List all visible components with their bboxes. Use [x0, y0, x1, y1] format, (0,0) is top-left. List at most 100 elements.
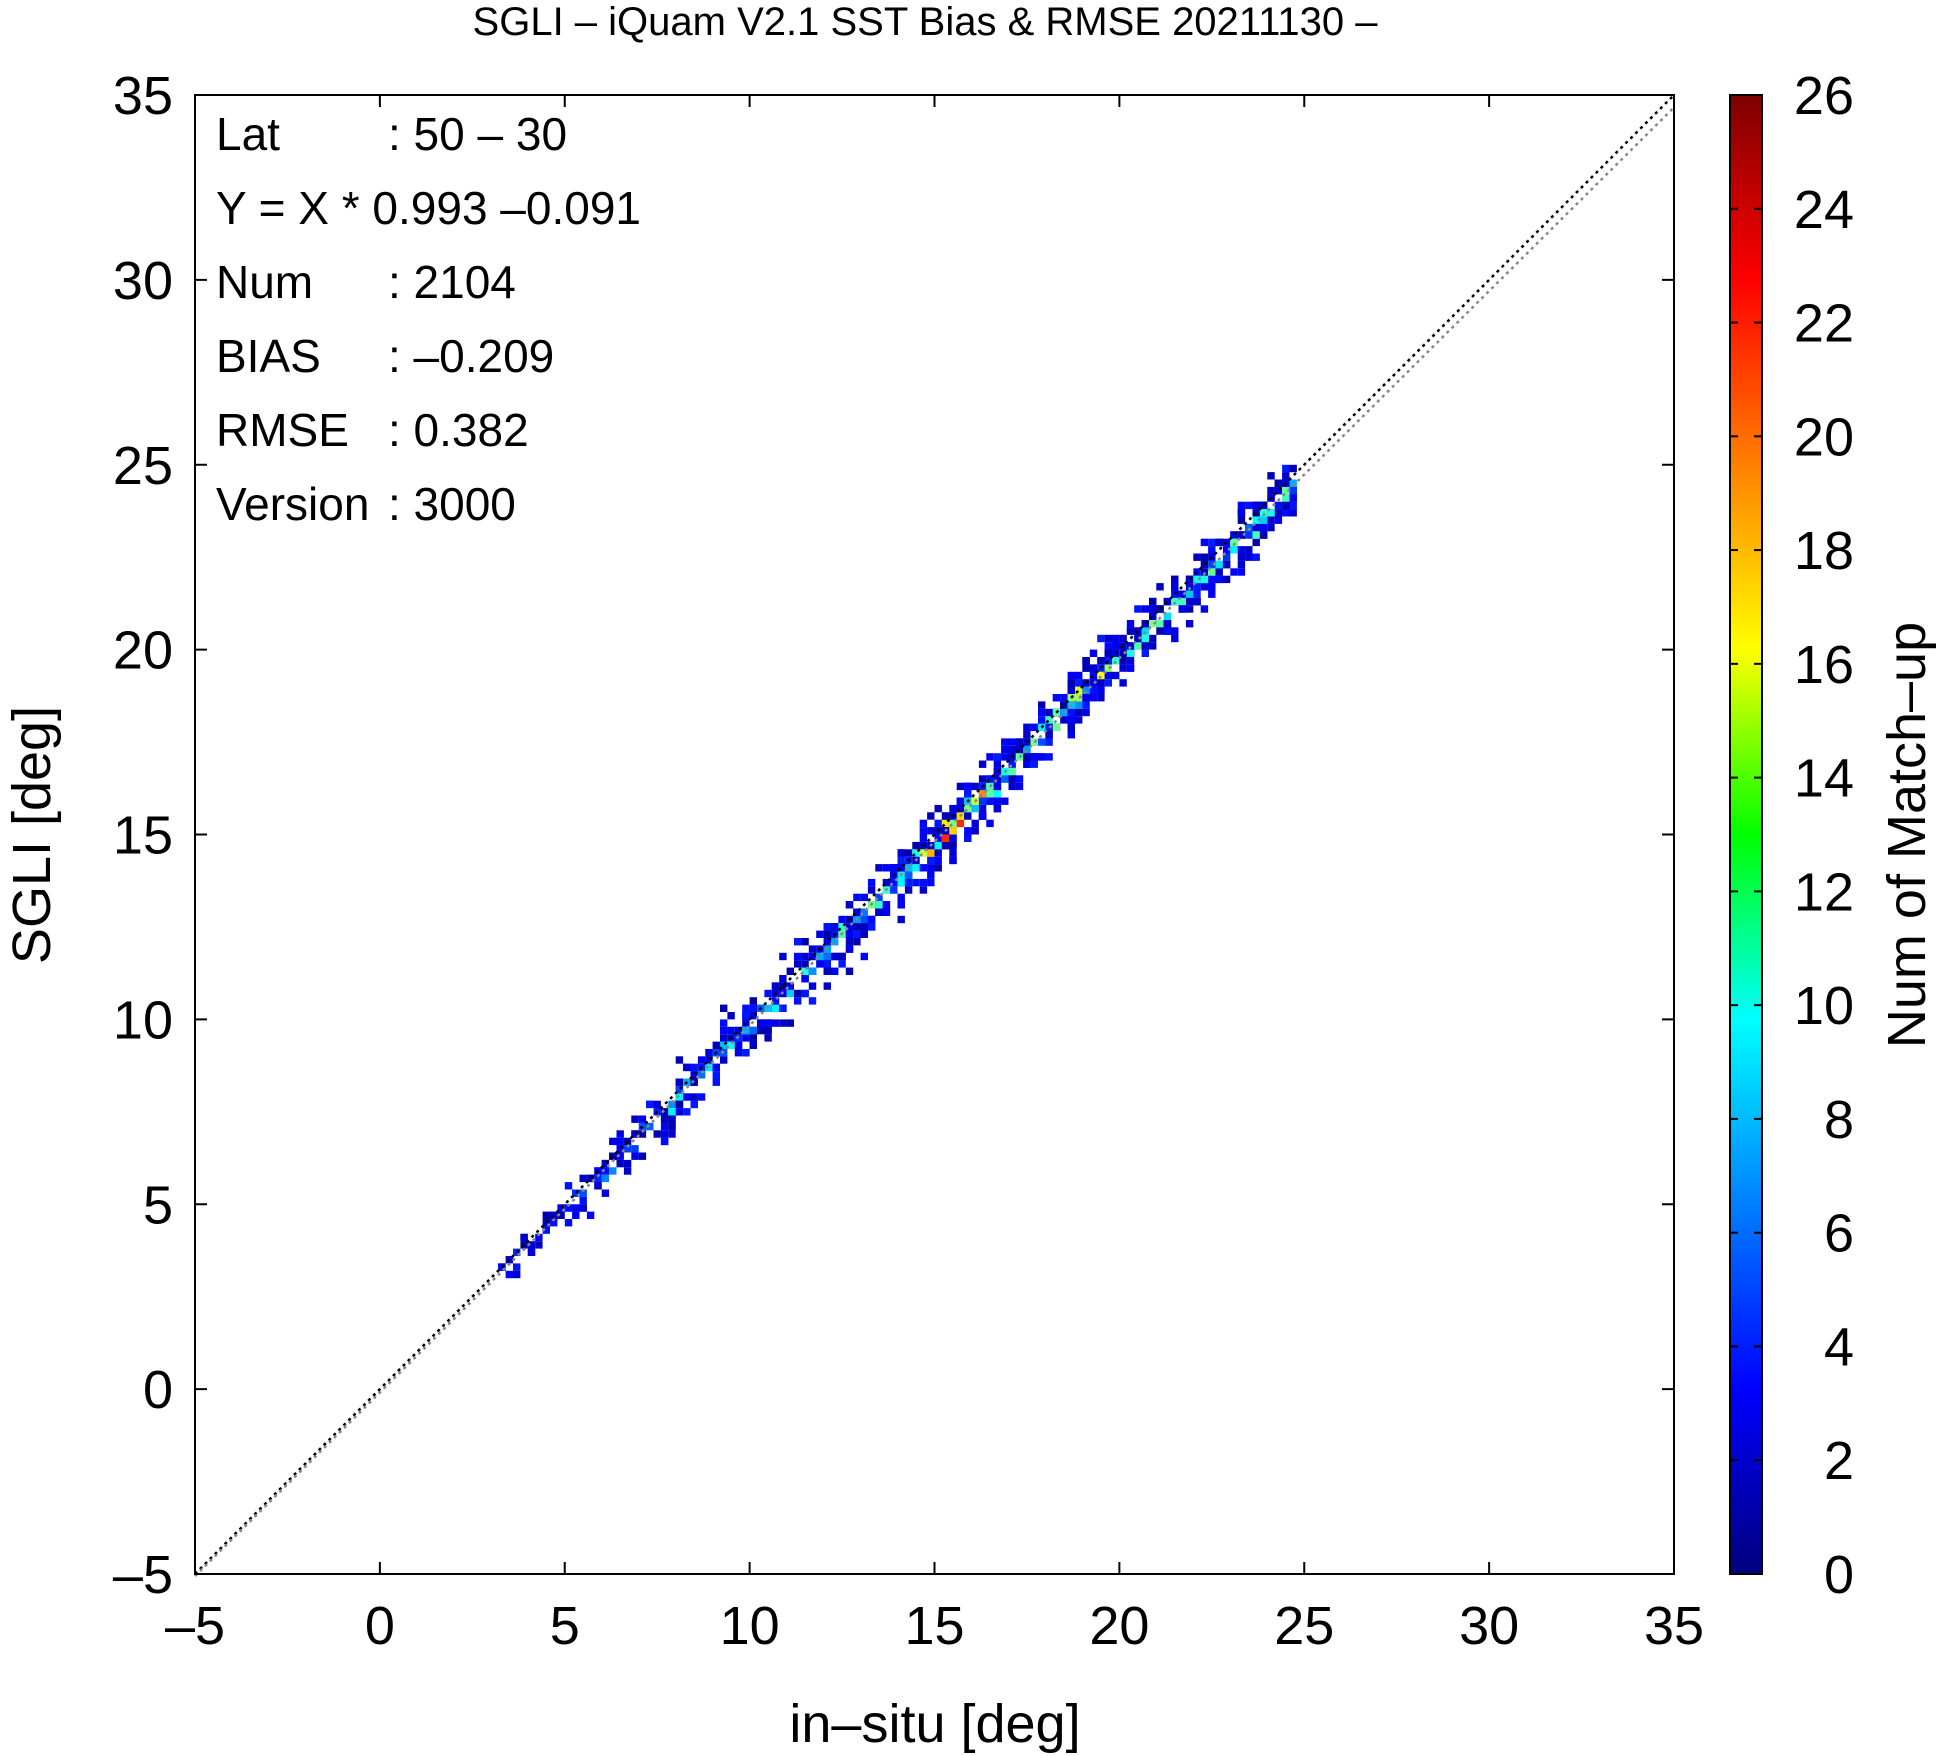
heatmap-cell — [1097, 657, 1105, 665]
heatmap-cell — [1015, 745, 1024, 754]
heatmap-cell — [1119, 642, 1127, 650]
heatmap-cell — [727, 1012, 735, 1020]
heatmap-cell — [1245, 553, 1253, 561]
heatmap-cell — [801, 952, 809, 961]
heatmap-cell — [572, 1211, 580, 1219]
heatmap-cell — [631, 1130, 639, 1138]
heatmap-cell — [1156, 583, 1164, 591]
heatmap-cell — [520, 1241, 528, 1249]
heatmap-cell — [1045, 753, 1053, 761]
heatmap-cell — [564, 1204, 573, 1212]
heatmap-cell — [978, 775, 987, 783]
heatmap-cell — [1038, 753, 1046, 761]
heatmap-cell — [978, 812, 987, 820]
heatmap-cell — [579, 1204, 587, 1212]
heatmap-cell — [934, 834, 942, 842]
heatmap-cell — [919, 834, 928, 842]
heatmap-cell — [683, 1108, 691, 1116]
colorbar-tick-label: 14 — [1794, 749, 1854, 809]
heatmap-cell — [505, 1256, 513, 1264]
heatmap-cell — [1119, 634, 1127, 643]
heatmap-cell — [956, 797, 965, 805]
heatmap-cell — [1134, 642, 1142, 650]
heatmap-cell — [838, 960, 846, 968]
heatmap-cell — [978, 790, 987, 798]
heatmap-cell — [720, 1019, 728, 1027]
heatmap-cell — [779, 982, 787, 990]
heatmap-cell — [853, 908, 861, 916]
heatmap-cell — [1045, 708, 1053, 717]
heatmap-cell — [542, 1226, 550, 1234]
heatmap-cell — [527, 1241, 536, 1249]
heatmap-cell — [986, 797, 994, 805]
heatmap-cell — [1067, 701, 1075, 709]
heatmap-cell — [1126, 649, 1135, 657]
heatmap-cell — [749, 997, 757, 1005]
heatmap-cell — [964, 834, 972, 842]
heatmap-cell — [808, 967, 817, 975]
heatmap-cell — [697, 1056, 706, 1064]
heatmap-cell — [1001, 738, 1009, 746]
heatmap-cell — [964, 827, 972, 835]
heatmap-cell — [823, 930, 831, 938]
heatmap-cell — [1141, 605, 1149, 613]
heatmap-cell — [919, 819, 928, 828]
heatmap-cell — [867, 886, 876, 894]
heatmap-cell — [1008, 782, 1016, 791]
heatmap-cell — [1008, 760, 1016, 768]
heatmap-cell — [1171, 590, 1179, 598]
heatmap-cell — [513, 1270, 521, 1279]
x-tick-label: 25 — [1274, 1596, 1334, 1656]
y-tick-label: 25 — [113, 436, 173, 496]
heatmap-cell — [1237, 531, 1246, 539]
heatmap-cell — [535, 1233, 543, 1242]
heatmap-cell — [579, 1189, 587, 1197]
heatmap-cell — [949, 849, 957, 857]
heatmap-cell — [831, 938, 839, 946]
heatmap-cell — [831, 952, 839, 961]
x-tick-label: 20 — [1089, 1596, 1149, 1656]
heatmap-cell — [712, 1041, 720, 1049]
heatmap-cell — [1289, 509, 1297, 517]
heatmap-cell — [786, 989, 794, 998]
x-tick-label: 0 — [365, 1596, 395, 1656]
heatmap-cell — [882, 908, 891, 916]
colorbar-tick-label: 22 — [1794, 294, 1854, 354]
heatmap-cell — [1119, 649, 1127, 657]
heatmap-cell — [1104, 649, 1112, 657]
heatmap-cell — [867, 915, 876, 924]
heatmap-cell — [794, 952, 802, 961]
heatmap-cell — [631, 1145, 639, 1153]
heatmap-cell — [660, 1137, 669, 1146]
heatmap-cell — [1112, 657, 1120, 665]
heatmap-cell — [520, 1233, 528, 1242]
heatmap-cell — [1104, 634, 1112, 643]
heatmap-cell — [594, 1182, 602, 1190]
heatmap-cell — [1252, 531, 1260, 539]
heatmap-cell — [601, 1159, 610, 1168]
heatmap-cell — [683, 1093, 691, 1101]
heatmap-cell — [882, 878, 891, 887]
heatmap-cell — [1230, 531, 1238, 539]
heatmap-cell — [808, 997, 817, 1005]
heatmap-cell — [1082, 664, 1090, 672]
heatmap-cell — [794, 960, 802, 968]
heatmap-cell — [742, 1012, 750, 1020]
heatmap-cell — [1104, 664, 1112, 672]
heatmap-cell — [897, 849, 905, 857]
heatmap-cell — [705, 1056, 713, 1064]
colorbar-tick-label: 18 — [1794, 521, 1854, 581]
x-tick-label: 15 — [904, 1596, 964, 1656]
heatmap-cell — [964, 782, 972, 791]
heatmap-cell — [727, 1026, 735, 1035]
heatmap-cell — [801, 938, 809, 946]
heatmap-cell — [1289, 464, 1297, 473]
heatmap-cell — [1237, 553, 1246, 561]
heatmap-cell — [801, 975, 809, 983]
heatmap-cell — [1267, 472, 1275, 480]
heatmap-cell — [749, 1041, 757, 1049]
heatmap-cell — [823, 938, 831, 946]
heatmap-cell — [727, 1041, 735, 1049]
heatmap-cell — [1274, 516, 1283, 524]
heatmap-cell — [1267, 486, 1275, 495]
